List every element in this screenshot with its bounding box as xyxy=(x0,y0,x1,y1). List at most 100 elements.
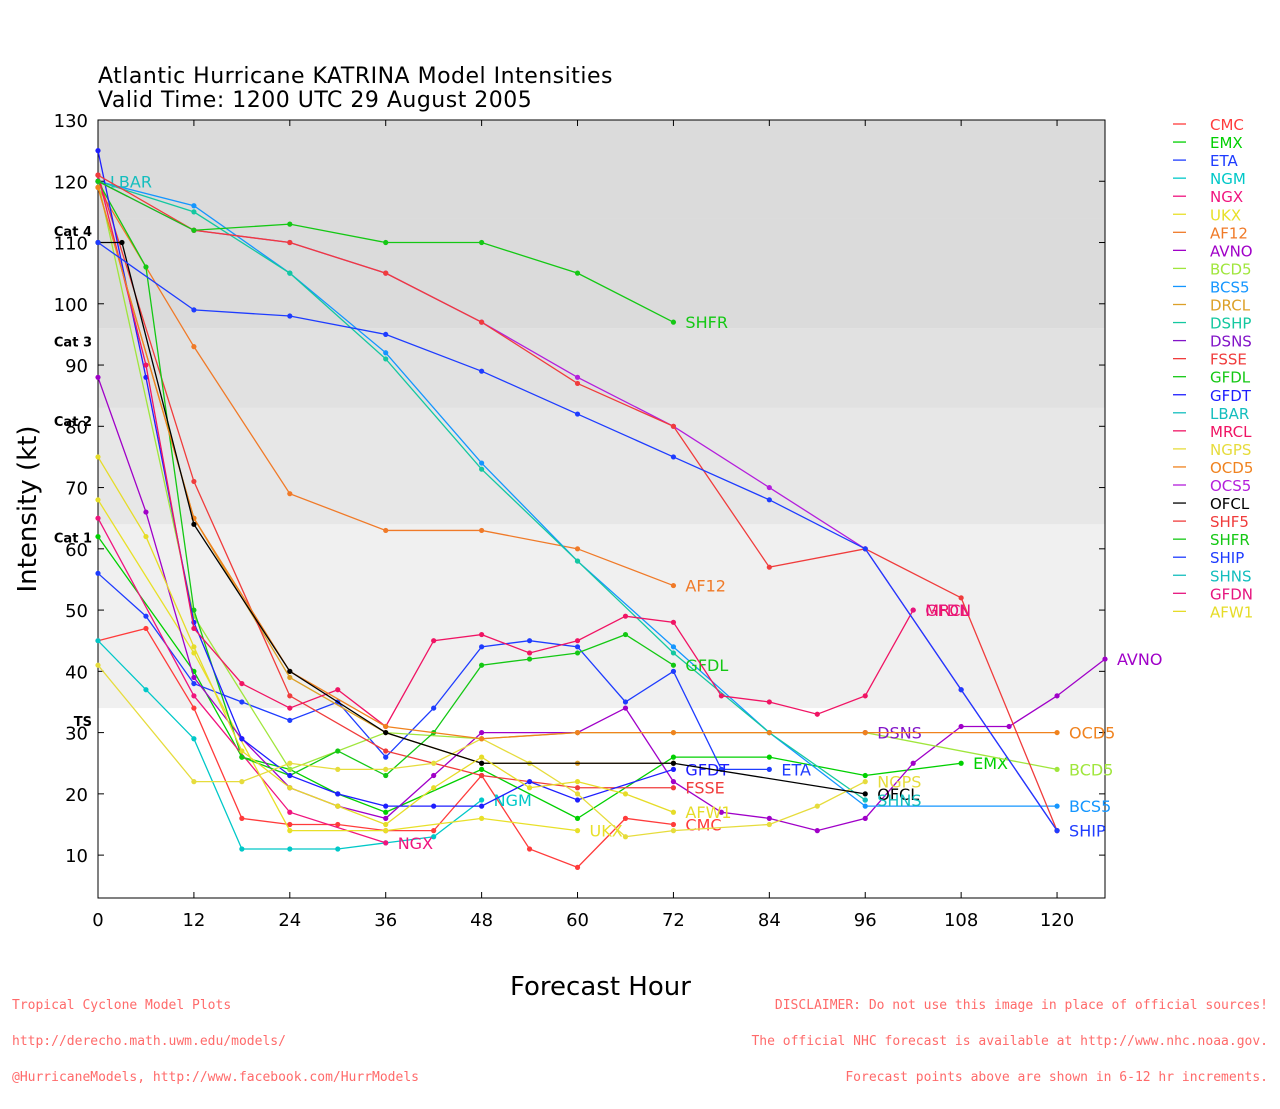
series-end-label: SHNS xyxy=(877,791,921,810)
data-point xyxy=(287,693,293,699)
data-point xyxy=(526,785,533,791)
category-label: Cat 3 xyxy=(54,335,92,350)
legend-label: AFW1 xyxy=(1210,603,1253,621)
data-point xyxy=(383,527,389,534)
data-point xyxy=(95,454,101,460)
data-point xyxy=(95,638,101,644)
data-point xyxy=(383,729,389,736)
legend-label: BCD5 xyxy=(1210,260,1252,278)
data-point xyxy=(479,644,485,650)
data-point xyxy=(670,582,677,589)
data-point xyxy=(95,515,101,521)
series-end-label: EMX xyxy=(973,754,1008,773)
data-point xyxy=(479,766,485,772)
data-point xyxy=(143,625,149,632)
data-point xyxy=(479,368,485,374)
data-point xyxy=(814,803,820,809)
data-point xyxy=(910,760,916,766)
data-point xyxy=(191,203,197,209)
legend-label: LBAR xyxy=(1210,405,1249,423)
data-point xyxy=(191,344,197,350)
data-point xyxy=(479,460,485,466)
x-tick-label: 96 xyxy=(854,910,877,931)
data-point xyxy=(287,760,293,766)
data-point xyxy=(431,638,437,644)
legend-label: OFCL xyxy=(1210,495,1250,513)
data-point xyxy=(383,748,389,754)
chart-title: Atlantic Hurricane KATRINA Model Intensi… xyxy=(98,64,613,89)
data-point xyxy=(479,815,485,821)
series-end-label: LBAR xyxy=(110,172,152,191)
data-point xyxy=(95,570,101,576)
data-point xyxy=(143,374,149,380)
series-end-label: GFDN xyxy=(925,601,971,620)
data-point xyxy=(335,687,341,693)
data-point xyxy=(95,497,101,503)
data-point xyxy=(191,705,197,711)
data-point xyxy=(191,680,197,687)
data-point xyxy=(287,674,293,681)
data-point xyxy=(622,791,629,797)
data-point xyxy=(574,864,581,870)
data-point xyxy=(1006,723,1012,730)
legend-label: GFDT xyxy=(1210,387,1252,405)
data-point xyxy=(622,815,629,821)
data-point xyxy=(239,736,245,742)
data-point xyxy=(574,650,581,656)
data-point xyxy=(622,613,629,619)
footer-disclaimer-line: DISCLAIMER: Do not use this image in pla… xyxy=(774,998,1268,1013)
data-point xyxy=(479,729,485,736)
data-point xyxy=(479,736,485,742)
data-point xyxy=(670,766,677,772)
legend-label: MRCL xyxy=(1210,423,1252,441)
data-point xyxy=(862,791,868,797)
data-point xyxy=(143,613,149,619)
data-point xyxy=(766,815,772,821)
data-point xyxy=(95,662,101,668)
data-point xyxy=(766,699,772,705)
series-fsse: FSSE xyxy=(95,172,725,798)
data-point xyxy=(383,723,389,730)
data-point xyxy=(383,239,389,246)
data-point xyxy=(239,748,245,754)
data-point xyxy=(670,760,677,766)
data-point xyxy=(239,680,245,687)
data-point xyxy=(670,828,677,834)
legend-label: DSHP xyxy=(1210,315,1251,333)
y-tick-label: 100 xyxy=(54,295,88,316)
legend-label: ETA xyxy=(1210,152,1238,170)
data-point xyxy=(574,815,581,821)
data-point xyxy=(383,772,389,779)
data-point xyxy=(143,687,149,693)
data-point xyxy=(383,356,389,362)
data-point xyxy=(95,148,101,154)
data-point xyxy=(287,821,293,828)
legend-label: SHFR xyxy=(1210,531,1250,549)
series-af12: AF12 xyxy=(95,184,726,596)
data-point xyxy=(431,760,437,766)
data-point xyxy=(622,705,629,711)
data-point xyxy=(670,729,677,736)
data-point xyxy=(287,717,293,723)
data-point xyxy=(287,809,293,815)
data-point xyxy=(862,772,868,779)
data-point xyxy=(670,668,677,674)
series-end-label: SHIP xyxy=(1069,822,1106,841)
legend-label: FSSE xyxy=(1210,351,1247,369)
legend-label: DRCL xyxy=(1210,297,1251,315)
y-tick-label: 10 xyxy=(65,846,88,867)
series-end-label: AFW1 xyxy=(685,803,731,822)
footer-disclaimer-line: The official NHC forecast is available a… xyxy=(751,1034,1268,1049)
data-point xyxy=(1054,766,1060,772)
series-ofcl: OFCL xyxy=(95,239,919,804)
series-line xyxy=(97,536,962,820)
y-tick-label: 120 xyxy=(54,172,88,193)
x-tick-label: 36 xyxy=(374,910,397,931)
data-point xyxy=(191,674,197,681)
y-tick-label: 130 xyxy=(54,111,88,132)
data-point xyxy=(862,693,868,699)
footer-credit-line: http://derecho.math.uwm.edu/models/ xyxy=(12,1034,286,1049)
legend-label: NGM xyxy=(1210,170,1246,188)
category-label: Cat 1 xyxy=(54,531,92,546)
data-point xyxy=(1054,693,1060,699)
